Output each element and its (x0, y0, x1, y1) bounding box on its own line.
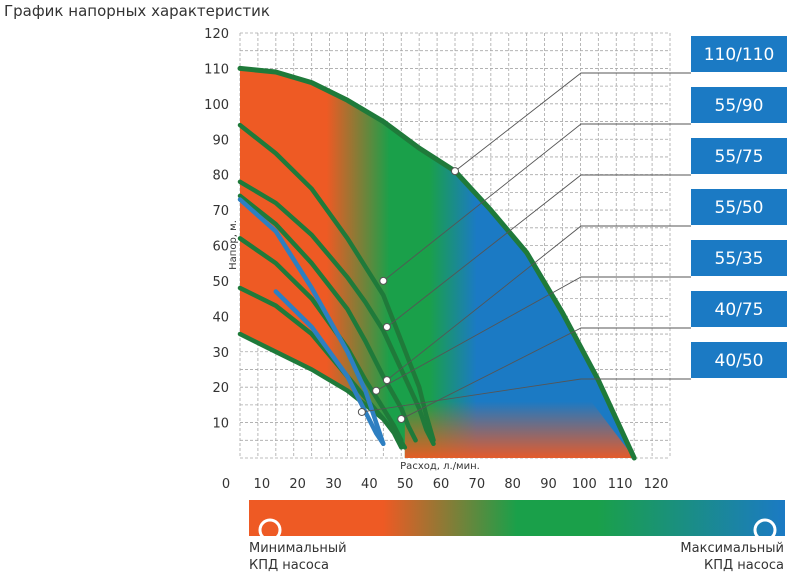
curves (237, 65, 637, 461)
legend-label: 55/90 (715, 96, 764, 116)
colorbar (249, 500, 785, 542)
callout-line (454, 72, 691, 172)
callout-line (375, 276, 691, 392)
y-tick-label: 70 (212, 204, 229, 219)
callout-marker (372, 386, 381, 395)
legend-box (691, 36, 787, 72)
y-tick-label: 80 (212, 169, 229, 184)
x-tick-label: 90 (540, 477, 557, 492)
chart-title: График напорных характеристик (4, 2, 270, 20)
y-tick-label: 90 (212, 133, 229, 148)
low-efficiency-band (404, 401, 635, 458)
x-tick-label: 110 (608, 477, 633, 492)
y-tick-label: 20 (212, 381, 229, 396)
y-tick-label: 50 (212, 275, 229, 290)
y-tick-label: 30 (212, 346, 229, 361)
x-axis-label: Расход, л./мин. (400, 461, 480, 472)
callout-line (386, 225, 691, 381)
legend-box (691, 291, 787, 327)
min-caption-line1: Минимальный (249, 541, 347, 556)
x-tick-label: 30 (325, 477, 342, 492)
callout-line (386, 174, 691, 328)
legend-label: 40/50 (715, 351, 764, 371)
legend-box (691, 87, 787, 123)
y-axis-label: Напор, м. (228, 220, 239, 270)
y-tick-label: 40 (212, 310, 229, 325)
legend-box (691, 138, 787, 174)
y-tick-label: 60 (212, 240, 229, 255)
callout-line (383, 123, 691, 282)
callout-marker (451, 167, 459, 176)
max-caption-line1: Максимальный (680, 541, 784, 556)
x-tick-label: 120 (644, 477, 669, 492)
y-tick-label: 100 (204, 98, 229, 113)
x-tick-label: 80 (504, 477, 521, 492)
y-tick-label: 110 (204, 62, 229, 77)
curve-7 (237, 197, 386, 447)
legend-box (691, 189, 787, 225)
callouts: 110/110 55/90 55/75 55/50 55/35 40/75 40/50 (357, 36, 787, 424)
curve-8 (273, 289, 386, 447)
callout-marker (357, 407, 366, 416)
x-tick-label: 10 (254, 477, 271, 492)
x-tick-label: 60 (433, 477, 450, 492)
colorbar-gradient (249, 500, 785, 536)
legend-label: 110/110 (704, 45, 775, 65)
y-tick-label: 10 (212, 417, 229, 432)
min-efficiency-caption: Минимальный КПД насоса (249, 540, 347, 574)
x-tick-label: 0 (222, 477, 230, 492)
curve-110/110 (237, 65, 637, 461)
legend-box (691, 240, 787, 276)
max-efficiency-marker (753, 518, 777, 542)
callout-marker (397, 415, 406, 424)
x-tick-label: 100 (572, 477, 597, 492)
callout-marker (379, 276, 388, 285)
curve-55/75 (237, 179, 436, 447)
max-caption-line2: КПД насоса (704, 558, 784, 573)
axes: 0 10 20 30 40 50 60 70 80 90 100 110 120 10 20 30 40 50 60… (204, 27, 668, 492)
x-tick-label: 20 (289, 477, 306, 492)
y-tick-label: 120 (204, 27, 229, 42)
x-tick-label: 70 (469, 477, 486, 492)
callout-marker (382, 322, 391, 331)
min-caption-line2: КПД насоса (249, 558, 329, 573)
legend-box (691, 342, 787, 378)
min-efficiency-marker (258, 518, 282, 542)
legend-label: 55/75 (715, 147, 764, 167)
callout-marker (382, 376, 391, 385)
callout-line (361, 378, 691, 413)
curve-55/35 (237, 236, 404, 443)
callout-line (401, 327, 691, 420)
x-tick-label: 50 (397, 477, 414, 492)
x-tick-label: 40 (361, 477, 378, 492)
curve-55/90 (237, 122, 436, 443)
max-efficiency-caption: Максимальный КПД насоса (680, 540, 784, 574)
curve-55/50 (237, 193, 418, 443)
legend-label: 40/75 (715, 300, 764, 320)
legend-label: 55/35 (715, 249, 764, 269)
curve-40/50 (237, 331, 408, 450)
legend-label: 55/50 (715, 198, 764, 218)
